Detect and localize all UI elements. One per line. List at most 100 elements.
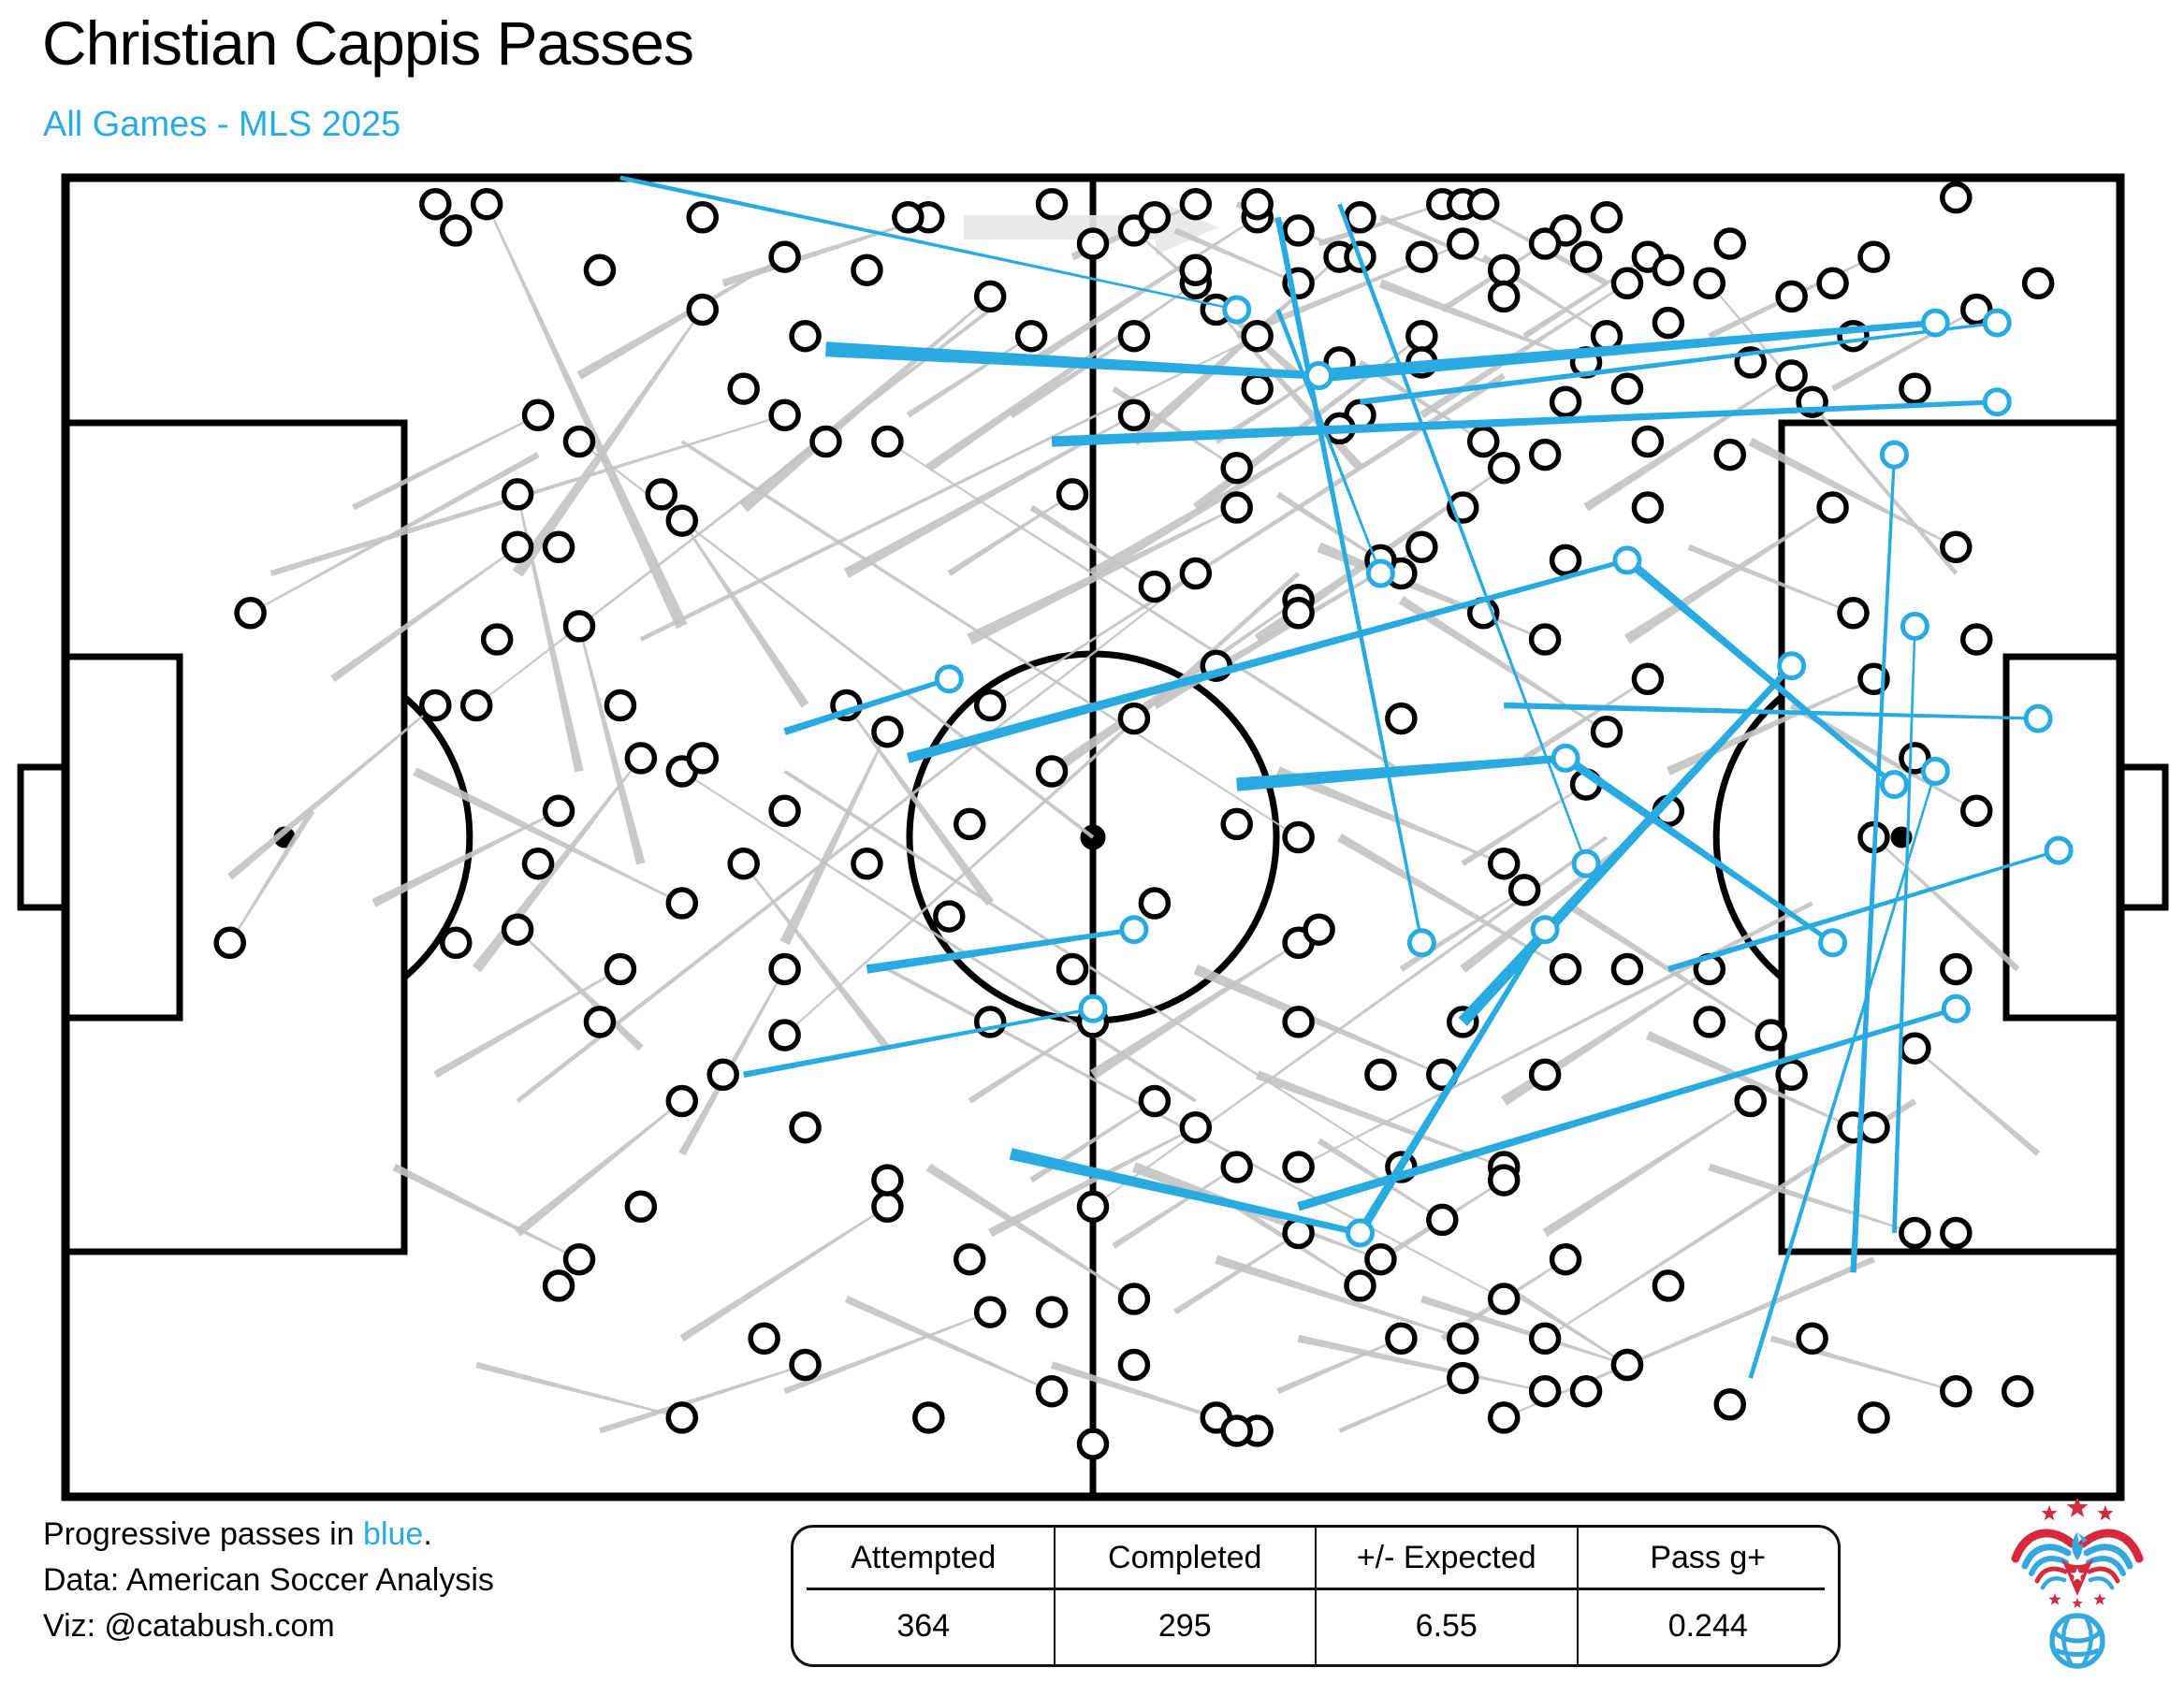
star-icon <box>2097 1505 2114 1521</box>
pass-end-marker <box>665 1401 699 1434</box>
pass-end-marker <box>1179 557 1213 590</box>
pass-end-marker <box>1487 280 1521 313</box>
progressive-pass-line <box>1337 203 1588 864</box>
pass-end-marker <box>1899 742 1931 775</box>
pass-end-marker <box>768 399 801 432</box>
viz-credit: Viz: @catabush.com <box>43 1608 335 1644</box>
pass-end-marker <box>1960 623 1993 656</box>
pass-line <box>989 372 1506 706</box>
pass-end-marker <box>1940 952 1973 986</box>
stats-header: Attempted <box>851 1539 997 1575</box>
pass-line <box>967 506 1238 645</box>
pass-end-marker <box>1138 1084 1172 1118</box>
pass-end-marker <box>1014 319 1048 353</box>
pass-end-marker <box>1282 597 1315 630</box>
pass-line <box>598 1364 806 1434</box>
pass-end-marker <box>1138 570 1172 603</box>
pass-end-marker <box>789 1348 822 1382</box>
pass-end-marker <box>665 887 699 920</box>
stats-column: +/- Expected 6.55 <box>1317 1528 1579 1664</box>
stats-value: 364 <box>896 1607 951 1644</box>
pass-line <box>1501 968 1711 1106</box>
pass-end-marker <box>1899 372 1931 405</box>
pass-end-marker <box>1117 1348 1151 1382</box>
pass-end-marker <box>1282 820 1315 854</box>
pass-end-marker <box>521 399 555 432</box>
pass-end-marker <box>1282 1006 1315 1038</box>
pass-line <box>1542 1100 1752 1238</box>
progressive-pass-line <box>1748 771 1937 1379</box>
pass-line <box>371 809 560 907</box>
pass-line <box>1666 677 1874 776</box>
pass-end-marker <box>912 1401 945 1434</box>
passes-layer <box>213 175 2074 1460</box>
pass-end-marker <box>686 742 720 775</box>
pass-end-marker <box>1364 1058 1397 1092</box>
pass-end-marker <box>1487 1283 1521 1315</box>
progressive-pass-end-marker <box>1551 743 1580 773</box>
legend-note: Progressive passes in blue. <box>43 1516 432 1552</box>
goal-right <box>2117 763 2169 911</box>
pass-line <box>1130 255 1341 446</box>
pass-end-marker <box>419 187 452 221</box>
pass-line <box>1255 1070 1505 1168</box>
pass-end-marker <box>604 952 637 986</box>
pass-end-marker <box>1056 952 1089 986</box>
pass-line <box>516 573 1197 1103</box>
logo-eagle-head <box>2072 1532 2088 1560</box>
footer-notes: Progressive passes in blue. Data: Americ… <box>43 1512 494 1649</box>
pass-line <box>512 309 704 577</box>
pass-line <box>988 1126 1197 1238</box>
pass-line <box>1420 282 1628 419</box>
six-yard-box-left <box>62 653 183 1022</box>
pass-line <box>1708 1163 1915 1234</box>
pass-end-marker <box>1652 254 1685 286</box>
pass-end-marker <box>1693 1006 1726 1038</box>
pass-line <box>639 335 1259 642</box>
pass-line <box>1709 283 1958 575</box>
progressive-pass-end-marker <box>1304 361 1334 390</box>
progressive-pass-line <box>783 676 951 736</box>
pass-line <box>486 203 688 630</box>
stats-value: 6.55 <box>1415 1607 1478 1644</box>
progressive-pass-line <box>1356 928 1548 1236</box>
stats-header: Completed <box>1108 1539 1262 1575</box>
progressive-pass-line <box>1236 754 1566 791</box>
pass-line <box>1914 1047 2041 1156</box>
pass-end-marker <box>933 900 966 933</box>
pass-end-marker <box>419 689 452 722</box>
stats-value: 0.244 <box>1667 1607 1748 1644</box>
pass-line <box>392 1163 580 1261</box>
progressive-pass-line <box>906 558 1628 763</box>
pass-end-marker <box>1220 1151 1253 1183</box>
pass-line <box>1503 1256 1875 1419</box>
penalty-arc-left <box>401 694 473 980</box>
pass-line <box>1275 766 1505 865</box>
progressive-pass-end-marker <box>2044 835 2074 865</box>
pass-end-marker <box>1528 623 1562 656</box>
pass-end-marker <box>2021 267 2055 300</box>
pass-end-marker <box>1713 438 1747 471</box>
pass-end-marker <box>973 689 1007 722</box>
progressive-pass-end-marker <box>1406 928 1436 958</box>
pass-line <box>475 308 992 706</box>
pass-end-marker <box>1344 1269 1376 1302</box>
pass-end-marker <box>1713 227 1747 260</box>
progressive-pass-end-marker <box>1119 915 1149 945</box>
pass-end-marker <box>1487 451 1521 485</box>
pass-line <box>433 968 621 1079</box>
pass-end-marker <box>1940 181 1973 214</box>
pass-line <box>968 1021 1094 1104</box>
pass-end-marker <box>213 926 246 960</box>
page-subtitle: All Games - MLS 2025 <box>43 105 401 144</box>
pass-end-marker <box>439 926 473 960</box>
pass-end-marker <box>1220 807 1253 841</box>
pass-end-marker <box>1179 254 1213 286</box>
pass-line <box>1563 900 1772 1037</box>
pass-end-marker <box>1138 887 1172 920</box>
progressive-pass-end-marker <box>1612 545 1642 575</box>
pass-line <box>845 704 995 906</box>
pass-end-marker <box>470 187 503 221</box>
pass-end-marker <box>1857 1401 1890 1434</box>
